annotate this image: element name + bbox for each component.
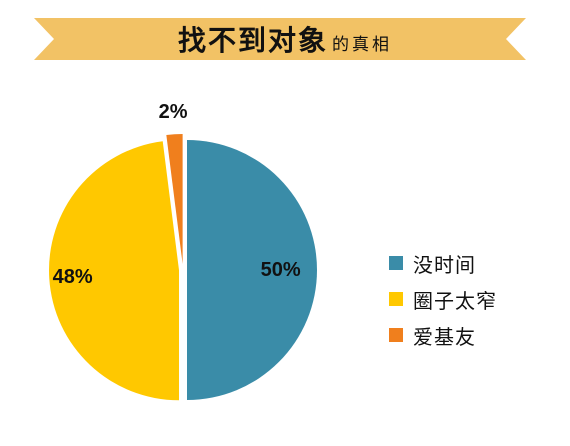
legend-swatch — [389, 328, 403, 342]
pie-slice — [187, 140, 317, 400]
legend-label: 圈子太窄 — [413, 288, 497, 313]
chart-title: 找不到对象 的真相 — [0, 19, 570, 59]
chart-title-main: 找不到对象 — [177, 24, 328, 57]
title-banner — [34, 18, 526, 60]
legend-swatch — [389, 292, 403, 306]
legend-label: 爱基友 — [413, 324, 476, 349]
pie-slice — [49, 141, 180, 401]
chart-title-sub: 的真相 — [332, 35, 392, 55]
legend-swatch — [389, 256, 403, 270]
pie-data-label: 2% — [159, 101, 188, 123]
pie-slice — [166, 134, 183, 265]
legend: 没时间 圈子太窄 爱基友 — [389, 245, 497, 353]
pie-data-label: 50% — [261, 259, 301, 281]
legend-label: 没时间 — [413, 252, 476, 277]
pie-data-label: 48% — [53, 266, 93, 288]
legend-item: 圈子太窄 — [389, 281, 497, 317]
legend-item: 没时间 — [389, 245, 497, 281]
title-banner-shape — [34, 18, 526, 60]
legend-item: 爱基友 — [389, 317, 497, 353]
